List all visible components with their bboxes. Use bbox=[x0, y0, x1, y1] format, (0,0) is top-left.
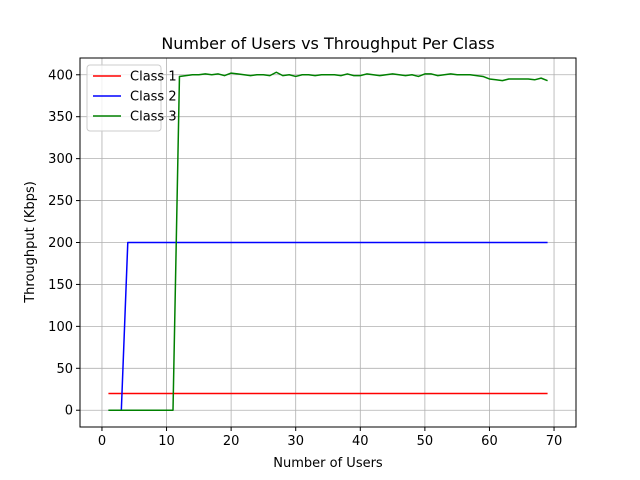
x-tick-label: 60 bbox=[481, 434, 498, 449]
legend-label: Class 3 bbox=[130, 110, 177, 125]
x-tick-label: 50 bbox=[417, 434, 434, 449]
x-tick-label: 40 bbox=[352, 434, 369, 449]
x-tick-label: 30 bbox=[287, 434, 304, 449]
x-tick-label: 0 bbox=[98, 434, 106, 449]
x-axis-label: Number of Users bbox=[273, 456, 383, 471]
series-lines bbox=[108, 71, 548, 411]
axis-ticks: 0 10 20 30 40 50 60 70 0 50 100 150 200 250 300 350 400 bbox=[48, 68, 562, 449]
chart-title: Number of Users vs Throughput Per Class bbox=[161, 34, 494, 53]
y-tick-label: 250 bbox=[48, 194, 73, 209]
legend: Class 1 Class 2 Class 3 bbox=[86, 64, 177, 132]
y-tick-label: 50 bbox=[56, 362, 73, 377]
y-tick-label: 200 bbox=[48, 236, 73, 251]
legend-label: Class 1 bbox=[130, 70, 177, 85]
y-tick-label: 300 bbox=[48, 152, 73, 167]
y-tick-label: 350 bbox=[48, 110, 73, 125]
legend-box bbox=[86, 64, 162, 132]
x-tick-label: 70 bbox=[546, 434, 563, 449]
x-tick-label: 20 bbox=[223, 434, 240, 449]
y-axis-label: Throughput (Kbps) bbox=[23, 181, 38, 304]
y-tick-label: 100 bbox=[48, 320, 73, 335]
series-line-class-3 bbox=[108, 71, 548, 411]
y-tick-label: 150 bbox=[48, 278, 73, 293]
x-tick-label: 10 bbox=[158, 434, 175, 449]
y-tick-label: 400 bbox=[48, 68, 73, 83]
y-tick-label: 0 bbox=[65, 404, 73, 419]
legend-label: Class 2 bbox=[130, 90, 177, 105]
